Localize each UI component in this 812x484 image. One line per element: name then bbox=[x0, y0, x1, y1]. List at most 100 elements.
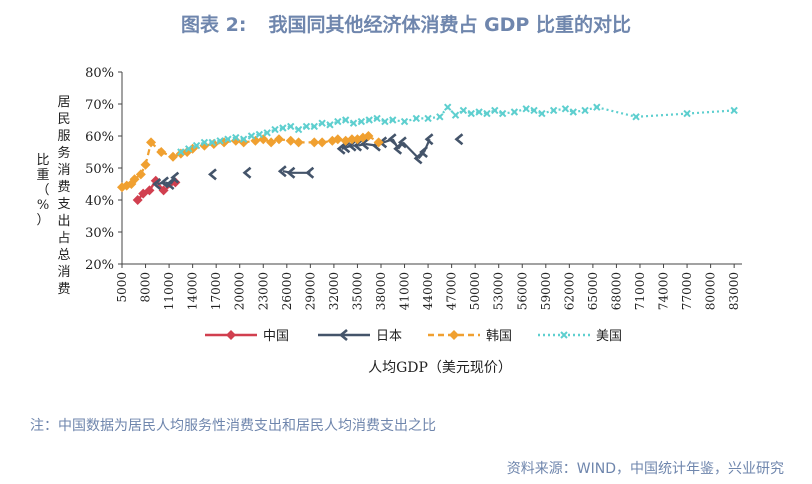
data-point bbox=[238, 137, 249, 148]
data-point bbox=[242, 166, 252, 179]
series-line-segment bbox=[502, 110, 515, 115]
data-point bbox=[561, 105, 570, 113]
data-point bbox=[305, 166, 315, 179]
x-tick-label: 80000 bbox=[704, 272, 718, 310]
x-tick-label: 77000 bbox=[680, 272, 694, 310]
data-point bbox=[373, 137, 384, 148]
data-point bbox=[170, 177, 181, 188]
x-tick-label: 35000 bbox=[350, 272, 364, 310]
data-point bbox=[160, 176, 169, 189]
x-tick-label: 56000 bbox=[515, 272, 529, 310]
data-point bbox=[239, 135, 248, 143]
data-point bbox=[436, 113, 444, 121]
y-tick-label: 20% bbox=[85, 258, 114, 273]
data-point bbox=[424, 133, 434, 146]
x-tick-label: 29000 bbox=[303, 272, 317, 310]
y-tick-label: 40% bbox=[85, 194, 114, 209]
x-tick-label: 83000 bbox=[727, 272, 741, 310]
data-point bbox=[135, 169, 146, 180]
series-line-segment bbox=[402, 141, 420, 160]
data-point bbox=[397, 136, 407, 149]
series-日本 bbox=[152, 133, 464, 190]
legend-item-中国: 中国 bbox=[205, 329, 289, 344]
data-point bbox=[467, 109, 475, 118]
legend-label: 中国 bbox=[263, 329, 289, 344]
data-point bbox=[632, 113, 640, 121]
data-point bbox=[419, 146, 428, 158]
data-point bbox=[216, 137, 224, 145]
data-point bbox=[286, 166, 296, 179]
x-tick-label: 32000 bbox=[327, 272, 341, 310]
data-point bbox=[530, 106, 538, 115]
x-tick-label: 44000 bbox=[421, 272, 435, 310]
series-韩国 bbox=[117, 131, 384, 193]
x-tick-label: 74000 bbox=[657, 272, 671, 310]
data-point bbox=[413, 152, 423, 165]
legend-item-美国: 美国 bbox=[538, 329, 622, 344]
data-point bbox=[263, 129, 271, 137]
data-point bbox=[336, 142, 346, 155]
data-point bbox=[309, 137, 320, 148]
data-point bbox=[310, 122, 318, 131]
series-line-segment bbox=[427, 115, 440, 120]
data-point bbox=[152, 178, 162, 190]
data-point bbox=[365, 116, 373, 124]
x-tick-label: 8000 bbox=[139, 272, 153, 303]
source-note: 资料来源：WIND，中国统计年鉴，兴业研究 bbox=[506, 461, 784, 477]
data-point bbox=[510, 108, 519, 116]
data-point bbox=[294, 125, 303, 134]
legend-label: 韩国 bbox=[486, 329, 512, 344]
data-point bbox=[144, 185, 155, 196]
series-line-segment bbox=[541, 109, 554, 115]
data-point bbox=[538, 109, 546, 118]
figure-title: 我国同其他经济体消费占 GDP 比重的对比 bbox=[268, 14, 631, 36]
data-point bbox=[341, 116, 350, 124]
data-point bbox=[200, 138, 209, 147]
figure-number: 图表 2: bbox=[181, 14, 247, 36]
data-point bbox=[208, 138, 216, 147]
data-point bbox=[224, 135, 232, 143]
series-line-segment bbox=[573, 109, 586, 114]
data-point bbox=[158, 185, 169, 196]
x-tick-label: 17000 bbox=[209, 272, 223, 310]
data-point bbox=[208, 168, 217, 181]
y-tick-label: 70% bbox=[85, 98, 114, 113]
data-point bbox=[129, 174, 140, 185]
series-line-segment bbox=[404, 117, 417, 123]
y-tick-label: 80% bbox=[85, 66, 114, 81]
data-point bbox=[360, 138, 370, 150]
footnote: 注：中国数据为居民人均服务性消费支出和居民人均消费支出之比 bbox=[30, 418, 436, 434]
x-tick-label: 50000 bbox=[468, 272, 482, 310]
data-point bbox=[451, 111, 460, 119]
series-line-segment bbox=[514, 107, 527, 114]
data-point bbox=[449, 330, 459, 340]
x-tick-label: 71000 bbox=[633, 272, 647, 310]
series-美国 bbox=[177, 103, 738, 156]
x-tick-label: 11000 bbox=[162, 272, 176, 310]
data-point bbox=[522, 105, 530, 113]
data-point bbox=[346, 134, 357, 145]
data-point bbox=[549, 106, 558, 115]
data-point bbox=[277, 165, 287, 178]
data-point bbox=[338, 329, 348, 341]
data-point bbox=[273, 134, 284, 145]
x-tick-label: 41000 bbox=[398, 272, 412, 310]
data-point bbox=[185, 145, 193, 153]
y-tick-label: 50% bbox=[85, 162, 114, 177]
x-tick-label: 23000 bbox=[256, 272, 270, 310]
series-line-segment bbox=[635, 112, 688, 118]
data-point bbox=[443, 103, 452, 111]
data-point bbox=[168, 151, 179, 162]
data-point bbox=[255, 130, 264, 139]
data-point bbox=[389, 116, 397, 124]
data-point bbox=[400, 117, 409, 126]
data-point bbox=[165, 178, 175, 190]
data-point bbox=[412, 114, 421, 123]
x-tick-label: 14000 bbox=[186, 272, 200, 310]
data-point bbox=[381, 117, 389, 126]
x-tick-label: 20000 bbox=[233, 272, 247, 310]
data-point bbox=[373, 114, 381, 123]
data-point bbox=[459, 106, 468, 115]
x-tick-label: 38000 bbox=[374, 272, 388, 310]
x-tick-label: 65000 bbox=[586, 272, 600, 310]
